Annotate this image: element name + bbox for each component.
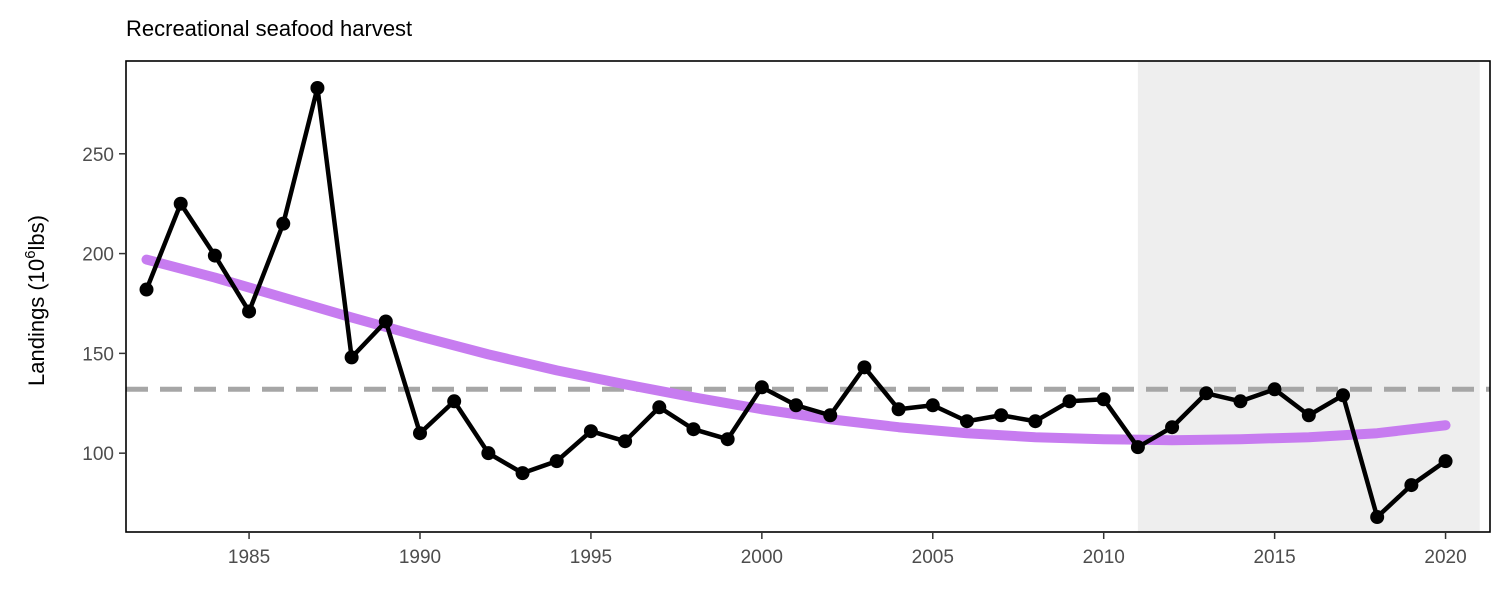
y-tick-label: 200 [82,245,114,266]
data-point [412,426,427,441]
data-point [207,248,222,263]
data-point [1096,392,1111,407]
plot-panel-border [125,60,1491,533]
trend-curve [141,254,1451,446]
data-point [515,466,530,481]
x-tick-label: 1995 [570,547,612,568]
data-point [344,350,359,365]
x-tick-label: 1990 [399,547,441,568]
x-tick-label: 2010 [1083,547,1125,568]
y-axis-title-superscript: 6 [22,250,39,258]
y-tick-label: 150 [82,344,114,365]
data-point [1165,420,1180,435]
data-point [754,380,769,395]
data-point [857,360,872,375]
data-point [959,414,974,429]
data-point [310,80,325,95]
points-layer [139,80,1453,525]
x-tick-label: 1985 [228,547,270,568]
data-point [618,434,633,449]
y-axis-title-suffix: lbs) [24,215,49,250]
data-point [173,196,188,211]
data-point [1062,394,1077,409]
data-point [1233,394,1248,409]
chart-title: Recreational seafood harvest [126,16,412,41]
data-point [1130,440,1145,455]
y-tick-label: 250 [82,145,114,166]
data-point [447,394,462,409]
data-point [925,398,940,413]
data-point [1199,386,1214,401]
data-point [1301,408,1316,423]
recent-period-shading [1137,61,1480,532]
data-point [652,400,667,415]
trend-curve-layer [141,254,1451,446]
y-axis: 100 150 200 250 [82,145,126,465]
x-tick-label: 2000 [741,547,783,568]
data-point [583,424,598,439]
data-point [823,408,838,423]
x-tick-label: 2020 [1424,547,1466,568]
data-point [276,216,291,231]
data-point [891,402,906,417]
data-point [242,304,257,319]
x-axis: 1985 1990 1995 2000 2005 2010 2015 2020 [228,532,1467,568]
x-tick-label: 2015 [1253,547,1295,568]
data-point [994,408,1009,423]
y-tick-label: 100 [82,444,114,465]
data-point [686,422,701,437]
data-point [549,454,564,469]
data-point [378,314,393,329]
y-axis-title-prefix: Landings (10 [24,259,49,386]
data-point [1336,388,1351,403]
data-point [481,446,496,461]
data-point [1438,454,1453,469]
y-axis-title: Landings (106lbs) [22,215,49,386]
data-point [1370,510,1385,525]
data-point [1404,478,1419,493]
data-point [1267,382,1282,397]
data-point [1028,414,1043,429]
data-point [139,282,154,297]
x-tick-label: 2005 [912,547,954,568]
data-point [789,398,804,413]
data-point [720,432,735,447]
